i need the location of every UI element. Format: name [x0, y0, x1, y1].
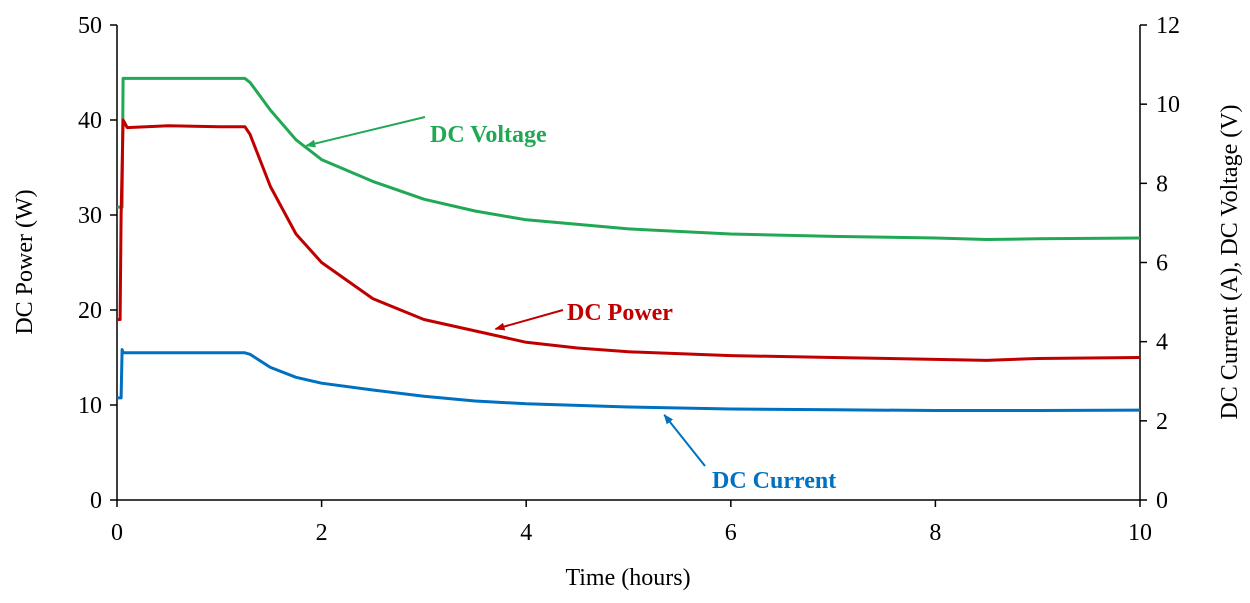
x-axis-title: Time (hours) [565, 565, 690, 591]
axes [116, 25, 1141, 501]
annotation-arrow-dc-current [663, 414, 706, 467]
series-line-dc-current [117, 348, 1141, 412]
y-right-tick-label: 0 [1156, 488, 1168, 514]
x-tick-label: 2 [316, 520, 328, 546]
y-left-tick-label: 10 [78, 393, 102, 419]
y-right-tick-label: 4 [1156, 330, 1168, 356]
y-axis-left-title: DC Power (W) [12, 189, 38, 334]
y-left-tick-label: 0 [90, 488, 102, 514]
series-layer [117, 76, 1141, 412]
y-right-tick-label: 12 [1156, 13, 1180, 39]
y-right-tick-label: 6 [1156, 251, 1168, 277]
y-left-tick-label: 20 [78, 298, 102, 324]
x-tick-label: 10 [1128, 520, 1152, 546]
series-line-dc-power [117, 118, 1141, 362]
annotation-arrow-dc-power [494, 309, 564, 331]
y-right-tick-label: 8 [1156, 171, 1168, 197]
annotation-label-dc-current: DC Current [712, 468, 836, 494]
series-line-dc-voltage [117, 76, 1141, 241]
x-tick-label: 4 [520, 520, 532, 546]
y-right-tick-label: 2 [1156, 409, 1168, 435]
x-tick-label: 6 [725, 520, 737, 546]
y-left-tick-label: 50 [78, 13, 102, 39]
annotation-arrow-dc-voltage [305, 116, 426, 148]
y-left-tick-label: 40 [78, 108, 102, 134]
y-right-tick-label: 10 [1156, 92, 1180, 118]
annotation-label-dc-power: DC Power [567, 300, 673, 326]
y-left-tick-label: 30 [78, 203, 102, 229]
x-tick-label: 8 [929, 520, 941, 546]
x-tick-label: 0 [111, 520, 123, 546]
annotations-layer: DC Voltage DC Power DC Current [305, 116, 836, 494]
annotation-label-dc-voltage: DC Voltage [430, 122, 547, 148]
y-axis-right-title: DC Current (A), DC Voltage (V) [1217, 104, 1243, 419]
